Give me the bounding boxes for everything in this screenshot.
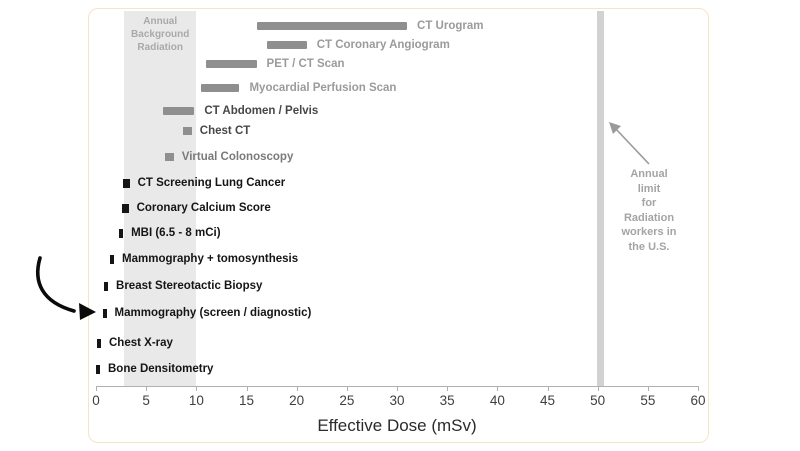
dose-point-marker [102,308,107,318]
row-label: Coronary Calcium Score [136,202,271,214]
row-label: Chest CT [199,125,251,137]
row-label: Mammography (screen / diagnostic) [114,307,312,319]
x-axis-tick [246,386,248,391]
x-axis-tick-label: 25 [339,393,355,408]
dose-point-marker [110,254,115,264]
x-axis-tick [296,386,298,391]
worker-limit-arrow-icon [609,122,650,165]
background-radiation-band [124,11,197,386]
x-axis-tick [447,386,449,391]
x-axis-tick-label: 60 [690,393,706,408]
row-label: CT Abdomen / Pelvis [204,105,319,117]
worker-limit-arrow-line [613,126,650,165]
dose-point-marker [97,338,101,348]
x-axis-tick [497,386,499,391]
row-label: Breast Stereotactic Biopsy [116,280,263,292]
dose-point-marker [96,364,100,374]
row-label: MBI (6.5 - 8 mCi) [131,227,221,239]
dose-range-bar [201,84,240,92]
hand-arrow-curve [35,256,76,313]
row-label: Bone Densitometry [108,363,214,375]
row-label: CT Screening Lung Cancer [137,177,286,189]
x-axis-tick-label: 55 [640,393,656,408]
row-label: Chest X-ray [109,337,173,349]
x-axis-tick-label: 50 [590,393,606,408]
x-axis-tick [146,386,148,391]
dose-range-bar [256,22,408,30]
x-axis-tick-label: 40 [489,393,505,408]
x-axis-tick-label: 45 [539,393,556,408]
row-label: CT Urogram [417,20,484,32]
x-axis-tick [698,386,699,391]
x-axis-tick-label: 15 [238,393,255,408]
dose-point-marker [119,228,124,238]
row-label: CT Coronary Angiogram [316,39,450,51]
x-axis-tick-label: 0 [92,393,100,408]
x-axis-tick [547,386,549,391]
x-axis-title: Effective Dose (mSv) [317,416,477,435]
x-axis-tick [346,386,348,391]
dose-point-marker [104,281,109,291]
x-axis-tick [647,386,649,391]
plot-area: Annual Background Radiation Annual limit… [89,9,708,442]
hand-arrow-icon [35,256,96,320]
dose-point-marker [182,127,192,135]
worker-limit-arrowhead [609,122,621,134]
dose-range-bar [266,41,307,49]
x-axis-tick-label: 5 [142,393,150,408]
worker-limit-bar [597,11,605,386]
x-axis-tick-label: 20 [289,393,305,408]
row-label: PET / CT Scan [266,58,345,70]
worker-limit-note: Annual limit for Radiation workers in th… [621,168,677,253]
row-label: Mammography + tomosynthesis [122,253,299,265]
dose-range-bar [206,60,257,68]
x-axis-tick-label: 30 [389,393,405,408]
x-axis-tick-label: 10 [188,393,204,408]
dose-point-marker [122,178,130,188]
x-axis-tick-label: 35 [439,393,455,408]
x-axis-tick [397,386,398,391]
hand-arrowhead [79,303,96,320]
background-radiation-label: Annual Background Radiation [131,16,190,53]
x-axis-tick [597,386,599,391]
row-label: Myocardial Perfusion Scan [249,82,397,94]
row-label: Virtual Colonoscopy [181,151,294,163]
chart-card: Annual Background Radiation Annual limit… [88,8,709,443]
dose-point-marker [164,153,174,161]
x-axis-tick [196,386,198,391]
dose-point-marker [121,203,129,213]
x-axis-tick [96,386,97,391]
dose-range-bar [163,107,195,115]
